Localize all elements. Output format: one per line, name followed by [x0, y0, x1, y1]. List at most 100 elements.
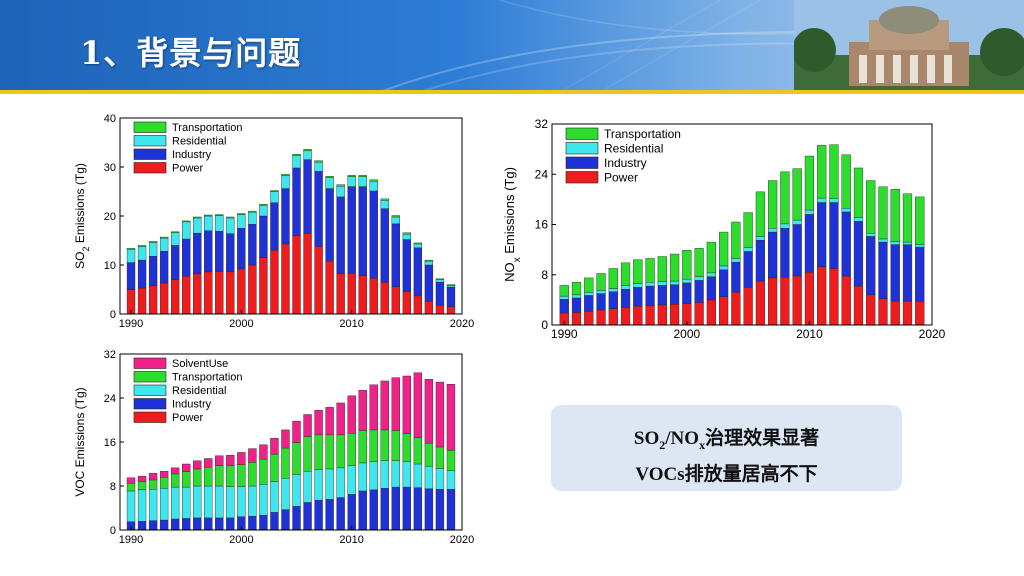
- nox-bar-industry-1997: [645, 285, 655, 306]
- voc-xtick-label: 1990: [119, 534, 143, 546]
- voc-bar-solvent-1996: [193, 460, 202, 470]
- nox-bar-industry-2007: [768, 231, 778, 279]
- voc-bar-residential-1994: [170, 486, 180, 520]
- voc-bar-solvent-2000: [237, 452, 246, 465]
- callout-no: /NO: [665, 428, 700, 449]
- voc-bar-industry-1994: [170, 518, 180, 530]
- building-image: [794, 0, 1024, 92]
- nox-bar-industry-1993: [596, 293, 606, 311]
- voc-bar-industry-2007: [314, 500, 323, 530]
- so2-xtick-label: 2000: [229, 318, 253, 330]
- so2-bar-transportation-2008: [325, 176, 334, 178]
- voc-bar-transportation-2009: [336, 434, 345, 469]
- nox-bar-industry-2012: [829, 202, 839, 269]
- nox-bar-industry-2010: [804, 214, 815, 273]
- voc-ytick-label: 16: [104, 437, 116, 449]
- so2-bar-industry-1993: [159, 251, 169, 284]
- nox-bar-industry-2004: [731, 261, 741, 293]
- nox-bar-industry-2013: [841, 211, 851, 277]
- nox-bar-power-2014: [853, 285, 864, 326]
- so2-bar-power-2013: [380, 281, 389, 315]
- so2-bar-transportation-2013: [380, 198, 389, 201]
- voc-bar-residential-2005: [292, 474, 301, 507]
- so2-bar-power-1996: [193, 273, 202, 315]
- voc-legend-swatch-residential: [133, 384, 167, 396]
- so2-bar-residential-2001: [248, 211, 257, 225]
- so2-bar-residential-2008: [325, 177, 334, 189]
- voc-bar-residential-2003: [270, 481, 279, 513]
- so2-bar-transportation-1999: [226, 216, 235, 219]
- so2-bar-transportation-2011: [358, 175, 367, 178]
- so2-bar-power-1997: [204, 271, 213, 315]
- nox-legend-label-industry: Industry: [604, 156, 647, 170]
- nox-bar-transportation-1995: [620, 262, 631, 286]
- so2-bar-residential-2002: [259, 205, 268, 217]
- nox-bar-residential-2019: [915, 244, 925, 248]
- voc-bar-residential-2011: [358, 462, 367, 492]
- voc-bar-transportation-2016: [413, 437, 423, 465]
- nox-chart: 0 8 16 24 32 1990 2000 2010 2020 NOx Emissions (T…: [500, 114, 960, 348]
- nox-ytick-label: 0: [541, 318, 548, 332]
- nox-bar-power-2017: [890, 300, 900, 326]
- so2-bar-industry-2019: [446, 286, 456, 307]
- voc-bar-solvent-2012: [369, 384, 378, 431]
- nox-bar-power-2018: [902, 300, 913, 326]
- voc-bar-transportation-2012: [369, 429, 378, 463]
- voc-bar-solvent-2003: [270, 437, 279, 455]
- nox-bar-industry-1990: [559, 299, 569, 314]
- voc-bar-transportation-2005: [292, 442, 301, 475]
- voc-bar-residential-2013: [380, 460, 389, 489]
- voc-bar-residential-2006: [303, 470, 312, 503]
- nox-bar-power-2012: [829, 268, 839, 326]
- voc-bar-transportation-2000: [237, 464, 246, 487]
- so2-bar-industry-2017: [424, 264, 434, 302]
- so2-bar-transportation-1996: [193, 216, 202, 219]
- so2-bar-residential-2015: [402, 233, 412, 240]
- nox-bar-industry-2015: [866, 236, 876, 296]
- nox-bar-residential-1999: [669, 280, 680, 285]
- voc-bar-industry-2004: [281, 509, 290, 530]
- so2-bar-power-2019: [446, 306, 456, 315]
- voc-legend-swatch-solvent: [133, 357, 167, 369]
- voc-bar-transportation-2010: [347, 432, 356, 466]
- voc-bar-solvent-1990: [126, 477, 136, 484]
- so2-bar-residential-2000: [237, 214, 246, 229]
- so2-bar-transportation-2017: [424, 259, 434, 262]
- so2-bar-residential-1999: [226, 217, 235, 234]
- so2-bar-transportation-2004: [281, 174, 290, 177]
- so2-bar-industry-1990: [126, 262, 136, 290]
- voc-legend-swatch-power: [133, 411, 167, 423]
- nox-bar-industry-1998: [657, 285, 667, 306]
- so2-bar-residential-1990: [126, 249, 136, 263]
- so2-bar-power-2002: [259, 257, 268, 315]
- voc-bar-solvent-2005: [292, 420, 301, 443]
- so2-bar-transportation-2010: [347, 175, 356, 178]
- nox-bar-power-1997: [645, 305, 655, 326]
- so2-bar-industry-1996: [193, 232, 202, 275]
- nox-bar-residential-2001: [694, 276, 704, 281]
- voc-bar-industry-2010: [347, 494, 356, 530]
- voc-bar-transportation-2017: [424, 442, 434, 467]
- nox-bar-transportation-2000: [682, 250, 692, 280]
- nox-bar-industry-2006: [755, 239, 766, 282]
- nox-bar-transportation-2018: [902, 193, 913, 243]
- so2-bar-industry-1995: [182, 238, 191, 277]
- nox-bar-power-1995: [620, 307, 631, 326]
- voc-ytick-label: 24: [104, 393, 116, 405]
- nox-bar-industry-2011: [817, 202, 827, 267]
- nox-bar-industry-2001: [694, 280, 704, 303]
- nox-bar-power-1992: [584, 310, 594, 326]
- so2-bar-industry-2003: [270, 202, 279, 251]
- nox-bar-transportation-2008: [780, 171, 790, 225]
- so2-bar-industry-2011: [358, 186, 367, 276]
- so2-bar-residential-2018: [435, 279, 445, 283]
- so2-bar-industry-1998: [215, 230, 224, 272]
- voc-bar-residential-1995: [182, 486, 191, 519]
- so2-legend-swatch-industry: [133, 148, 167, 160]
- nox-bar-power-2006: [755, 280, 766, 326]
- voc-bar-transportation-2002: [259, 458, 268, 485]
- nox-bar-power-2003: [718, 296, 729, 326]
- voc-bar-transportation-2013: [380, 429, 389, 461]
- voc-bar-solvent-1998: [215, 455, 224, 466]
- voc-bar-solvent-2016: [413, 372, 423, 438]
